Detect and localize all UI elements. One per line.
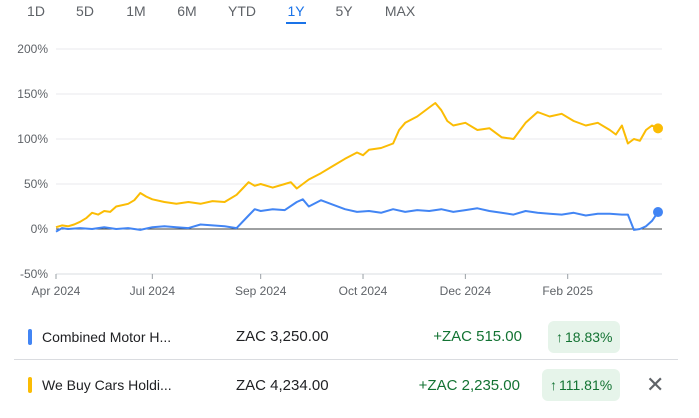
stock-name: We Buy Cars Holdi... — [42, 377, 172, 393]
y-tick-label: 150% — [17, 87, 48, 101]
y-tick-label: 200% — [17, 42, 48, 56]
stock-price: ZAC 4,234.00 — [236, 376, 329, 394]
y-tick-label: 50% — [24, 177, 48, 191]
chart-svg: 200% 150% 100% 50% 0% -50% Apr 2024 Jul 2024 Sep… — [17, 42, 663, 298]
comparison-row-combined-motor[interactable]: Combined Motor H... ZAC 3,250.00 +ZAC 51… — [14, 314, 678, 360]
tab-1y[interactable]: 1Y — [286, 2, 306, 24]
series-end-point — [653, 123, 663, 134]
price-change: +ZAC 2,235.00 — [418, 376, 520, 394]
series-color-swatch — [28, 328, 32, 345]
y-tick-label: 0% — [31, 222, 49, 236]
comparison-row-we-buy-cars[interactable]: We Buy Cars Holdi... ZAC 4,234.00 +ZAC 2… — [14, 362, 678, 408]
stock-name: Combined Motor H... — [42, 328, 172, 345]
percent-change-value: 111.81% — [559, 377, 613, 393]
percent-change-badge: ↑ 18.83% — [548, 320, 621, 353]
x-tick-label: Dec 2024 — [440, 284, 492, 298]
tab-5y[interactable]: 5Y — [335, 3, 353, 19]
arrow-up-icon: ↑ — [556, 328, 563, 345]
x-tick-label: Apr 2024 — [32, 284, 81, 298]
tab-1m[interactable]: 1M — [126, 3, 146, 19]
comparison-chart: 200% 150% 100% 50% 0% -50% Apr 2024 Jul 2024 Sep… — [0, 30, 699, 310]
remove-comparison-button[interactable]: ✕ — [646, 372, 665, 397]
x-tick-label: Jul 2024 — [130, 284, 176, 298]
x-tick-label: Feb 2025 — [542, 284, 593, 298]
tab-1d[interactable]: 1D — [27, 3, 45, 19]
price-change: +ZAC 515.00 — [433, 328, 522, 345]
time-range-tabs: 1D 5D 1M 6M YTD 1Y 5Y MAX — [0, 0, 699, 28]
series-end-point — [653, 207, 663, 218]
series-color-swatch — [28, 377, 32, 393]
tab-6m[interactable]: 6M — [177, 3, 197, 19]
percent-change-value: 18.83% — [565, 328, 613, 345]
tab-max[interactable]: MAX — [384, 3, 416, 19]
stock-price: ZAC 3,250.00 — [236, 328, 329, 345]
tab-5d[interactable]: 5D — [76, 3, 94, 19]
x-tick-label: Sep 2024 — [235, 284, 287, 298]
series-line — [55, 102, 659, 229]
y-tick-label: -50% — [20, 267, 48, 281]
tab-ytd[interactable]: YTD — [228, 3, 256, 19]
y-tick-label: 100% — [17, 132, 48, 146]
percent-change-badge: ↑ 111.81% — [542, 369, 621, 401]
arrow-up-icon: ↑ — [550, 377, 557, 393]
x-tick-label: Oct 2024 — [339, 284, 388, 298]
series-line — [55, 198, 659, 233]
